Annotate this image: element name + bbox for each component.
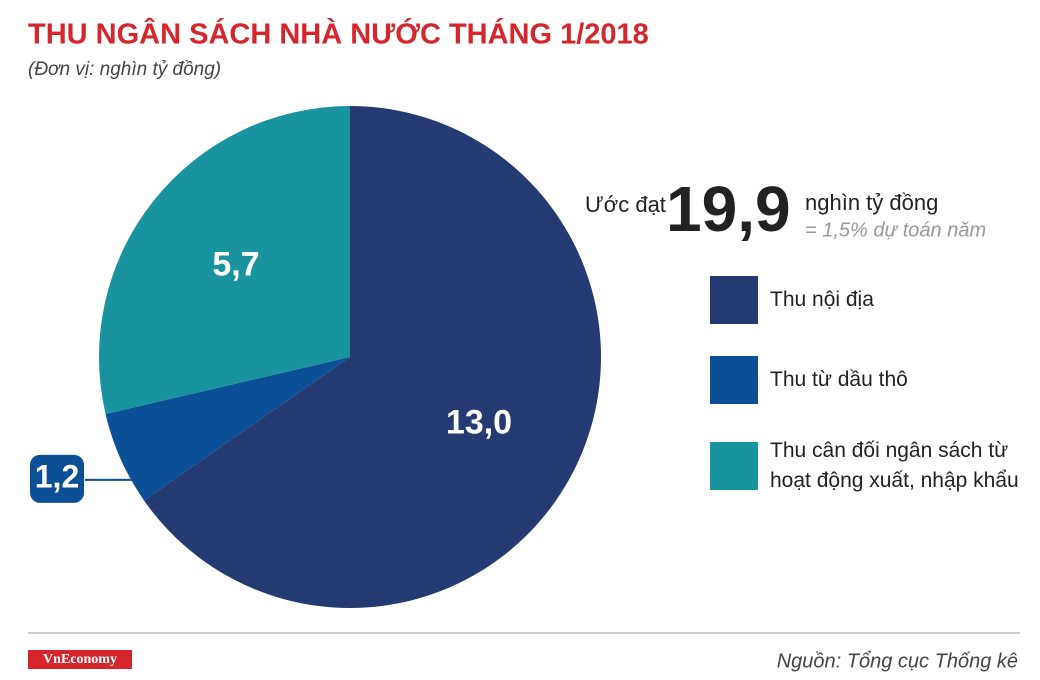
data-label: 13,0 <box>446 403 512 441</box>
data-label: 5,7 <box>212 245 259 283</box>
pie-slice <box>98 106 350 414</box>
legend-label: Thu từ dầu thô <box>770 368 908 391</box>
total-prefix: Ước đạt <box>585 192 666 217</box>
legend-label: Thu cân đối ngân sách từ hoạt động xuất,… <box>770 439 1019 492</box>
pie-slice <box>105 357 350 501</box>
source: Nguồn: Tổng cục Thống kê <box>777 650 1018 672</box>
legend-swatch <box>710 276 758 324</box>
legend-swatch <box>710 356 758 404</box>
brand: VnEconomy <box>43 652 117 667</box>
callout-line <box>85 451 138 481</box>
data-label: 1,2 <box>35 458 79 494</box>
total-value: 19,9 <box>666 173 791 245</box>
legend-label: Thu nội địa <box>770 288 874 311</box>
total-unit: nghìn tỷ đồng <box>805 190 938 215</box>
subtitle: (Đơn vị: nghìn tỷ đồng) <box>28 59 221 80</box>
legend-swatch <box>710 442 758 490</box>
total-note: = 1,5% dự toán năm <box>805 219 986 241</box>
callout-box <box>30 454 84 503</box>
chart-title: THU NGÂN SÁCH NHÀ NƯỚC THÁNG 1/2018 <box>28 17 649 51</box>
pie-slice <box>143 106 602 608</box>
brand-box <box>28 650 132 669</box>
